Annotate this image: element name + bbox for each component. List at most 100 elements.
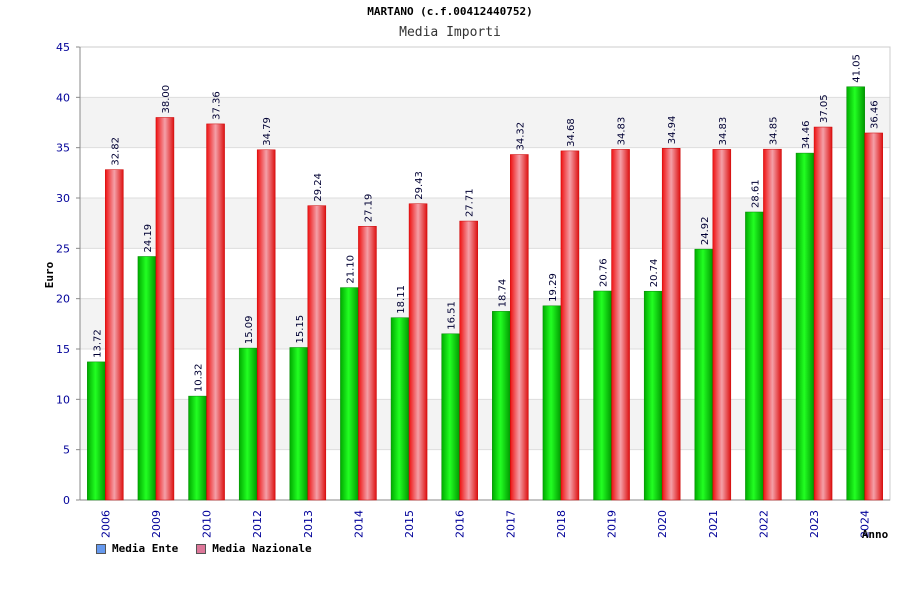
- x-tick-label: 2006: [99, 510, 112, 538]
- bar-media-nazionale: [206, 123, 225, 501]
- x-tick-label: 2009: [150, 510, 163, 538]
- x-tick-label: 2013: [302, 510, 315, 538]
- bar-value-label: 41.05: [852, 54, 863, 83]
- y-tick-label: 0: [63, 494, 70, 507]
- bar-value-label: 34.79: [262, 117, 273, 146]
- bar-value-label: 28.61: [750, 179, 761, 208]
- bar-value-label: 34.83: [718, 117, 729, 146]
- x-tick-label: 2020: [656, 510, 669, 538]
- y-tick-label: 15: [56, 343, 70, 356]
- bar-media-ente: [492, 311, 511, 501]
- bar-media-ente: [340, 287, 359, 501]
- bar-value-label: 15.15: [295, 315, 306, 344]
- bar-value-label: 27.19: [363, 194, 374, 223]
- bar-media-nazionale: [105, 169, 124, 501]
- chart-subtitle: Media Importi: [399, 25, 501, 40]
- bar-value-label: 32.82: [110, 137, 121, 166]
- bar-value-label: 16.51: [447, 301, 458, 330]
- x-tick-label: 2022: [757, 510, 770, 538]
- bar-media-ente: [238, 347, 258, 501]
- bar-value-label: 34.83: [617, 117, 628, 146]
- bar-media-ente: [643, 290, 663, 501]
- bar-media-ente: [795, 152, 815, 501]
- x-tick-label: 2016: [454, 510, 467, 538]
- x-tick-label: 2023: [808, 510, 821, 538]
- bar-media-nazionale: [155, 117, 175, 501]
- bar-media-nazionale: [510, 154, 529, 501]
- bar-media-ente: [593, 290, 612, 501]
- x-tick-label: 2018: [555, 510, 568, 538]
- legend-swatch-nazionale: [196, 543, 207, 554]
- legend-label-nazionale: Media Nazionale: [212, 542, 312, 555]
- bar-media-nazionale: [763, 148, 782, 501]
- x-tick-label: 2019: [606, 510, 619, 538]
- bar-media-nazionale: [813, 126, 833, 501]
- bar-media-ente: [289, 347, 309, 501]
- bar-value-label: 18.74: [497, 279, 508, 308]
- bar-value-label: 13.72: [92, 329, 103, 358]
- bar-value-label: 18.11: [396, 285, 407, 314]
- bar-media-ente: [694, 248, 714, 501]
- x-tick-label: 2017: [504, 510, 517, 538]
- bar-media-ente: [390, 317, 410, 501]
- bar-value-label: 38.00: [161, 85, 172, 114]
- bar-media-nazionale: [864, 132, 883, 501]
- legend-swatch-ente: [96, 543, 106, 554]
- bar-media-nazionale: [256, 149, 276, 501]
- bar-value-label: 29.24: [313, 173, 324, 202]
- bar-value-label: 15.09: [244, 315, 255, 344]
- bar-value-label: 29.43: [414, 171, 425, 200]
- bar-media-ente: [188, 395, 207, 501]
- bar-media-nazionale: [358, 226, 377, 501]
- bar-value-label: 20.74: [649, 259, 660, 288]
- chart-title: MARTANO (c.f.00412440752): [367, 5, 533, 18]
- x-axis-label: Anno: [862, 528, 889, 541]
- y-tick-label: 35: [56, 142, 70, 155]
- bar-value-label: 34.94: [667, 116, 678, 145]
- legend-item-ente: Media Ente: [96, 542, 178, 555]
- bar-value-label: 27.71: [465, 188, 476, 217]
- bar-value-label: 10.32: [194, 363, 205, 392]
- bar-media-nazionale: [459, 220, 478, 501]
- y-tick-label: 10: [56, 393, 70, 406]
- bar-media-nazionale: [611, 149, 630, 501]
- x-tick-label: 2010: [201, 510, 214, 538]
- bar-value-label: 37.36: [212, 91, 223, 120]
- bar-media-ente: [745, 211, 764, 501]
- y-tick-label: 5: [63, 444, 70, 457]
- grid-band: [80, 47, 890, 98]
- bar-media-ente: [441, 333, 460, 501]
- bar-media-nazionale: [560, 150, 580, 501]
- bar-value-label: 34.32: [515, 122, 526, 151]
- bar-value-label: 34.46: [801, 120, 812, 149]
- bar-value-label: 19.29: [548, 273, 559, 302]
- x-tick-label: 2015: [403, 510, 416, 538]
- y-tick-label: 25: [56, 242, 70, 255]
- x-tick-label: 2012: [251, 510, 264, 538]
- bar-media-ente: [846, 86, 865, 501]
- y-tick-label: 45: [56, 41, 70, 54]
- bar-media-nazionale: [661, 148, 681, 501]
- bar-media-nazionale: [712, 149, 732, 501]
- legend-label-ente: Media Ente: [112, 542, 179, 555]
- x-tick-label: 2024: [859, 510, 872, 538]
- bar-value-label: 24.92: [700, 216, 711, 245]
- bar-media-ente: [87, 361, 106, 501]
- x-tick-label: 2021: [707, 510, 720, 538]
- bar-value-label: 24.19: [143, 224, 154, 253]
- bar-media-nazionale: [408, 203, 428, 501]
- x-tick-label: 2014: [352, 510, 365, 538]
- legend: Media Ente Media Nazionale: [96, 542, 312, 555]
- bar-value-label: 36.46: [870, 100, 881, 129]
- bar-media-ente: [542, 305, 562, 501]
- y-tick-label: 20: [56, 293, 70, 306]
- bar-value-label: 21.10: [345, 255, 356, 284]
- y-tick-label: 40: [56, 91, 70, 104]
- y-tick-label: 30: [56, 192, 70, 205]
- bar-value-label: 20.76: [599, 258, 610, 287]
- bar-media-nazionale: [307, 205, 327, 501]
- legend-item-nazionale: Media Nazionale: [196, 542, 312, 555]
- bar-value-label: 34.68: [566, 118, 577, 147]
